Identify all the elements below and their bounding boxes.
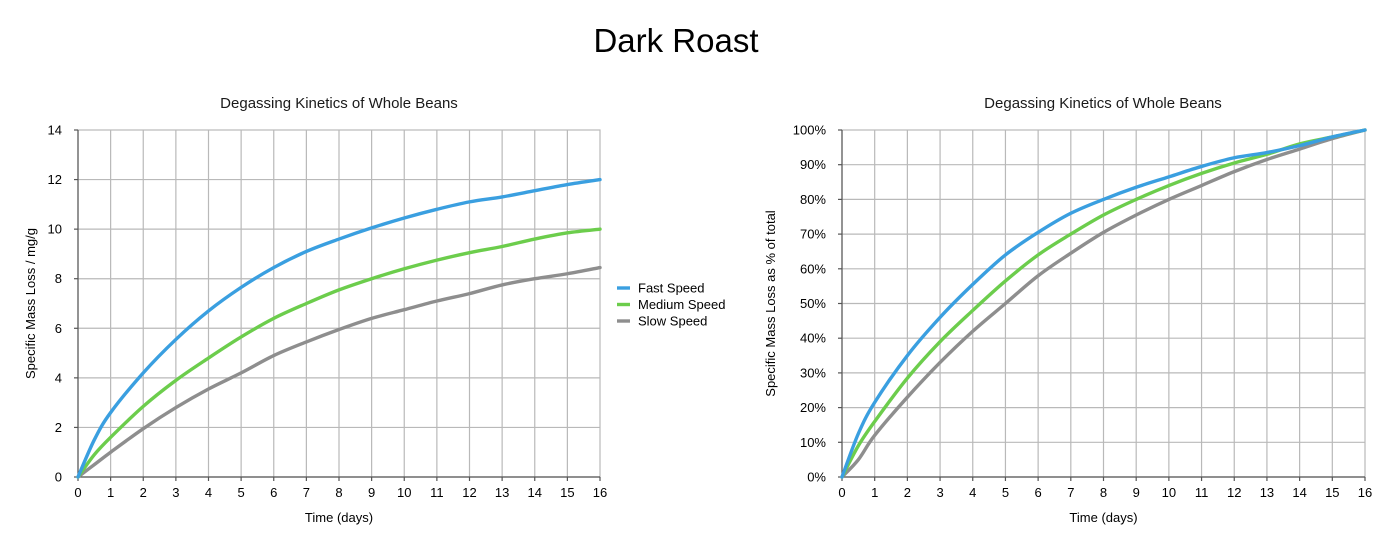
chart1-x-tick-label: 1 — [107, 485, 114, 500]
chart2-x-tick-label: 11 — [1195, 485, 1209, 500]
page-title: Dark Roast — [593, 22, 759, 59]
chart2-x-tick-label: 14 — [1292, 485, 1306, 500]
chart1-title: Degassing Kinetics of Whole Beans — [220, 95, 458, 112]
chart1-y-axis-label: Specific Mass Loss / mg/g — [23, 228, 38, 379]
chart2-x-tick-label: 4 — [969, 485, 976, 500]
chart1-x-tick-label: 16 — [593, 485, 607, 500]
legend-label-fast-speed: Fast Speed — [638, 281, 705, 296]
chart1-x-tick-label: 4 — [205, 485, 212, 500]
chart1-x-tick-label: 3 — [172, 485, 179, 500]
chart1-y-tick-label: 10 — [48, 222, 62, 237]
chart2-x-tick-label: 13 — [1260, 485, 1274, 500]
chart1-x-axis-label: Time (days) — [305, 510, 373, 525]
chart1-y-tick-label: 12 — [48, 172, 62, 187]
chart2-x-tick-label: 3 — [936, 485, 943, 500]
chart2-x-tick-label: 10 — [1162, 485, 1176, 500]
chart2-series-fast-speed-line — [840, 128, 1367, 479]
chart1-x-tick-label: 10 — [397, 485, 411, 500]
chart2-x-tick-label: 0 — [838, 485, 845, 500]
chart2-y-tick-label: 40% — [800, 331, 826, 346]
chart2-y-tick-label: 30% — [800, 365, 826, 380]
chart2-series-slow-speed-line — [840, 128, 1367, 479]
chart2-x-tick-label: 7 — [1067, 485, 1074, 500]
chart1-y-tick-label: 4 — [55, 370, 62, 385]
chart1-y-tick-label: 14 — [48, 123, 62, 138]
chart1-series-medium-speed-line — [76, 227, 602, 479]
chart1-series-fast-speed-line — [76, 177, 602, 479]
chart1-x-tick-label: 5 — [238, 485, 245, 500]
chart2-x-tick-label: 1 — [871, 485, 878, 500]
chart2-y-tick-label: 0% — [807, 470, 826, 485]
chart2-y-tick-label: 50% — [800, 296, 826, 311]
chart1-y-tick-label: 2 — [55, 420, 62, 435]
chart2-y-tick-label: 60% — [800, 261, 826, 276]
chart1-x-tick-label: 0 — [74, 485, 81, 500]
chart2-x-tick-label: 9 — [1133, 485, 1140, 500]
chart1-y-tick-label: 6 — [55, 321, 62, 336]
chart2-y-tick-label: 80% — [800, 192, 826, 207]
chart1-x-tick-label: 7 — [303, 485, 310, 500]
chart2-title: Degassing Kinetics of Whole Beans — [984, 95, 1222, 112]
chart2-y-tick-label: 90% — [800, 157, 826, 172]
chart1-series-slow-speed-line — [76, 265, 602, 479]
chart1-x-tick-label: 13 — [495, 485, 509, 500]
legend-label-medium-speed: Medium Speed — [638, 297, 725, 312]
chart2-x-tick-label: 15 — [1325, 485, 1339, 500]
chart2-x-tick-label: 6 — [1035, 485, 1042, 500]
chart1-x-tick-label: 9 — [368, 485, 375, 500]
chart2-y-tick-label: 10% — [800, 435, 826, 450]
chart1-y-tick-label: 0 — [55, 470, 62, 485]
chart1-x-tick-label: 6 — [270, 485, 277, 500]
chart1-y-tick-label: 8 — [55, 271, 62, 286]
chart2-x-tick-label: 2 — [904, 485, 911, 500]
chart2-y-tick-label: 70% — [800, 227, 826, 242]
chart2-x-tick-label: 8 — [1100, 485, 1107, 500]
chart1-x-tick-label: 11 — [430, 485, 444, 500]
chart1-x-tick-label: 15 — [560, 485, 574, 500]
chart2-y-tick-label: 20% — [800, 400, 826, 415]
chart2-x-tick-label: 5 — [1002, 485, 1009, 500]
chart1-x-tick-label: 12 — [462, 485, 476, 500]
chart2-y-axis-label: Specific Mass Loss as % of total — [763, 210, 778, 397]
legend-label-slow-speed: Slow Speed — [638, 314, 707, 329]
chart2-x-tick-label: 16 — [1358, 485, 1372, 500]
chart1-x-tick-label: 14 — [528, 485, 542, 500]
chart2-y-tick-label: 100% — [793, 123, 827, 138]
chart2-x-tick-label: 12 — [1227, 485, 1241, 500]
chart1-x-tick-label: 2 — [140, 485, 147, 500]
chart1-x-tick-label: 8 — [335, 485, 342, 500]
chart2-x-axis-label: Time (days) — [1069, 510, 1137, 525]
